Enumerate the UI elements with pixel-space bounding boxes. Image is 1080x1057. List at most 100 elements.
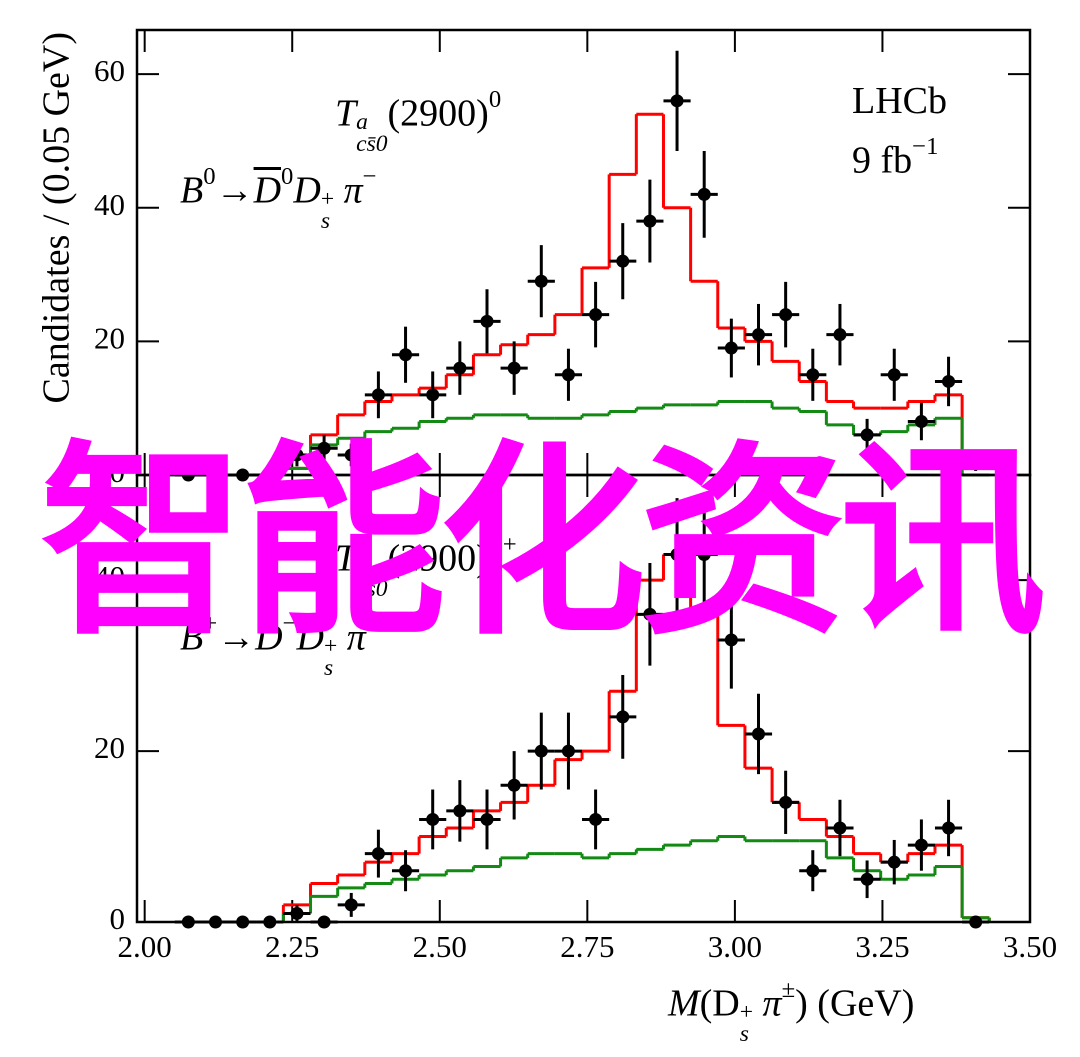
text: D bbox=[296, 616, 324, 659]
text: a bbox=[356, 554, 368, 581]
data-point bbox=[290, 906, 304, 920]
data-point bbox=[860, 872, 874, 886]
text: + bbox=[320, 186, 335, 213]
data-point bbox=[561, 744, 575, 758]
text: B bbox=[180, 616, 204, 659]
text: 0 bbox=[281, 163, 294, 190]
x-tick-label: 2.50 bbox=[413, 929, 467, 964]
text: 9 fb bbox=[852, 139, 913, 182]
frame bbox=[135, 473, 1032, 924]
y-axis-label: Candidates / (0.05 GeV) bbox=[36, 32, 78, 403]
text: ) (GeV) bbox=[795, 982, 915, 1025]
data-point bbox=[833, 328, 847, 342]
data-point bbox=[371, 388, 385, 402]
x-axis-label: M(D + s π±) (GeV) bbox=[668, 976, 915, 1048]
data-point bbox=[751, 328, 765, 342]
data-point bbox=[779, 308, 793, 322]
text: + bbox=[365, 610, 380, 637]
data-point bbox=[317, 441, 331, 455]
x-tick-label: 3.00 bbox=[708, 929, 762, 964]
data-point bbox=[344, 448, 358, 462]
text: D bbox=[255, 616, 283, 659]
data-point bbox=[806, 864, 820, 878]
text: D bbox=[253, 169, 282, 212]
text: + s bbox=[320, 186, 335, 235]
data-point bbox=[616, 710, 630, 724]
data-point bbox=[426, 812, 440, 826]
data-point bbox=[561, 368, 575, 382]
text: a bbox=[356, 109, 368, 136]
decay-label: B0→D0D + s π− bbox=[180, 163, 377, 235]
text: T bbox=[335, 537, 357, 580]
x-tick-label: 3.25 bbox=[855, 929, 909, 964]
data-point bbox=[751, 727, 765, 741]
x-tick-label: 2.75 bbox=[560, 929, 614, 964]
data-point bbox=[480, 812, 494, 826]
data-point bbox=[914, 415, 928, 429]
data-point bbox=[697, 187, 711, 201]
data-point bbox=[779, 795, 793, 809]
y-tick-label: 0 bbox=[110, 454, 126, 489]
data-point bbox=[914, 838, 928, 852]
data-point bbox=[643, 214, 657, 228]
data-point bbox=[589, 812, 603, 826]
data-point bbox=[534, 274, 548, 288]
data-point bbox=[507, 361, 521, 375]
y-tick-label: 40 bbox=[94, 187, 125, 222]
watermark: 智能化资讯 bbox=[39, 423, 1046, 663]
text: (2900) bbox=[387, 537, 489, 580]
text: ± bbox=[781, 976, 796, 1003]
text: + s bbox=[739, 999, 754, 1048]
y-tick-label: 20 bbox=[94, 320, 125, 355]
data-point bbox=[616, 254, 630, 268]
experiment-label: LHCb bbox=[852, 82, 947, 120]
text: π bbox=[334, 169, 363, 212]
text: s bbox=[324, 655, 334, 682]
text: (2900) bbox=[387, 92, 489, 135]
data-point bbox=[290, 448, 304, 462]
text: cs̄0 bbox=[356, 576, 388, 603]
text: + bbox=[203, 610, 218, 637]
text: + s bbox=[324, 633, 338, 682]
text: 0 bbox=[488, 86, 502, 113]
luminosity-label: 9 fb−1 bbox=[852, 133, 939, 182]
text: 0 bbox=[203, 163, 216, 190]
text: − bbox=[282, 610, 297, 637]
text: cs̄0 bbox=[356, 131, 388, 158]
data-point bbox=[724, 341, 738, 355]
x-tick-label: 2.25 bbox=[265, 929, 319, 964]
data-point bbox=[399, 864, 413, 878]
text: a cs̄0 bbox=[356, 109, 388, 158]
y-tick-label: 40 bbox=[94, 559, 125, 594]
text: π bbox=[337, 616, 366, 659]
data-point bbox=[507, 778, 521, 792]
text: + bbox=[324, 633, 338, 660]
y-tick-label: 60 bbox=[94, 53, 125, 88]
data-point bbox=[344, 898, 358, 912]
text: T bbox=[335, 92, 357, 135]
text: − bbox=[362, 163, 377, 190]
data-point bbox=[724, 633, 738, 647]
data-point bbox=[806, 368, 820, 382]
data-point bbox=[399, 348, 413, 362]
text: −1 bbox=[912, 133, 939, 160]
text: → bbox=[215, 169, 254, 212]
text: s bbox=[320, 208, 330, 235]
y-tick-label: 0 bbox=[110, 901, 126, 936]
data-point bbox=[426, 388, 440, 402]
text: → bbox=[217, 616, 256, 659]
text: D bbox=[293, 169, 321, 212]
data-point bbox=[480, 314, 494, 328]
text: + bbox=[739, 999, 754, 1026]
data-point bbox=[887, 368, 901, 382]
data-point bbox=[833, 821, 847, 835]
data-point bbox=[453, 804, 467, 818]
data-point bbox=[453, 361, 467, 375]
text: s bbox=[739, 1021, 749, 1048]
data-point bbox=[887, 855, 901, 869]
data-point bbox=[643, 607, 657, 621]
x-tick-label: 3.50 bbox=[1003, 929, 1057, 964]
data-point bbox=[942, 374, 956, 388]
